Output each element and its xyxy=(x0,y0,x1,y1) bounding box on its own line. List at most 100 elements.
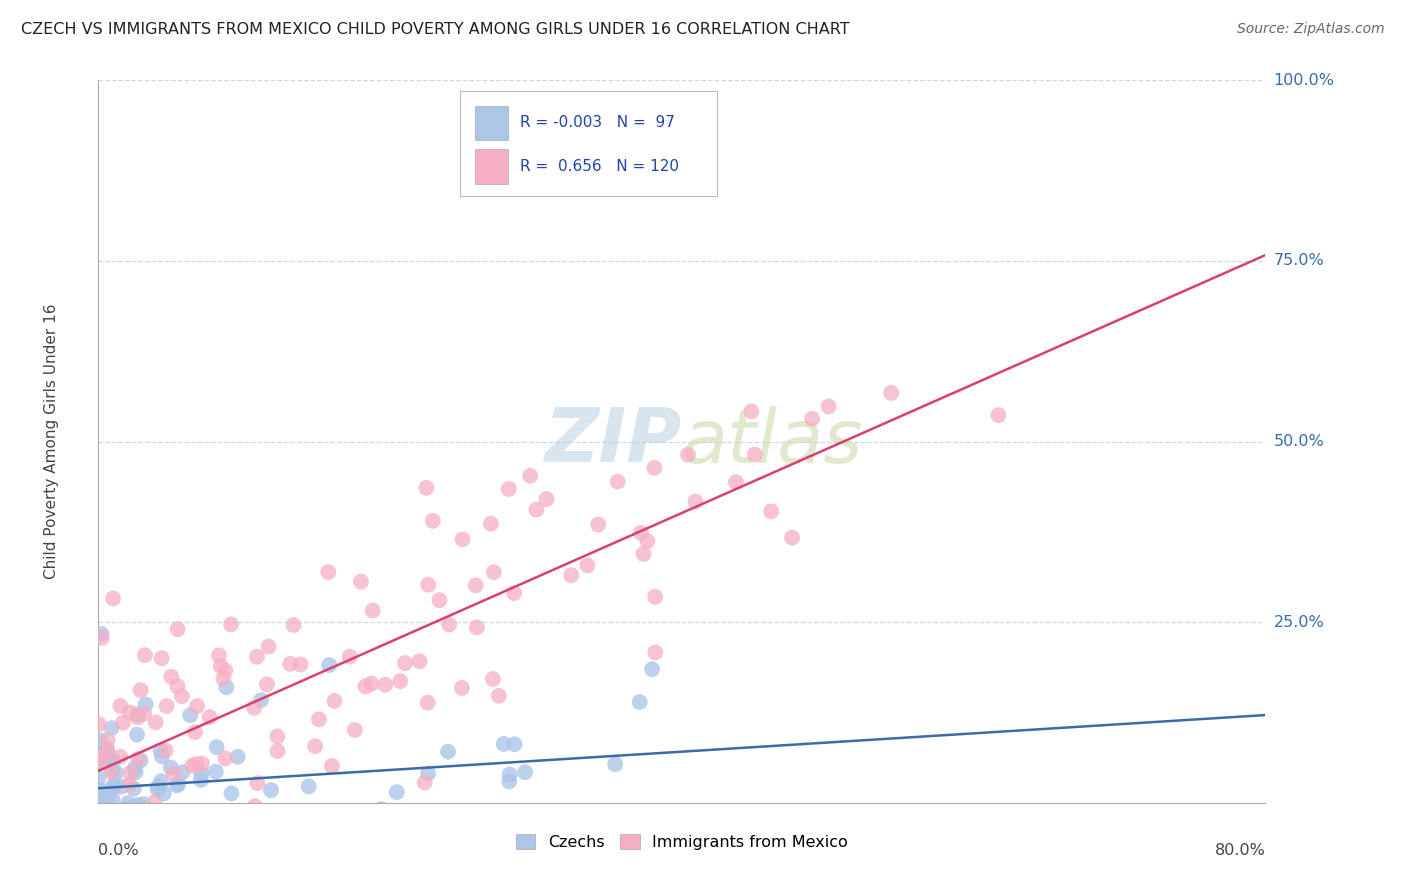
Point xyxy=(576,558,599,573)
Point xyxy=(644,590,666,604)
Point xyxy=(87,831,110,846)
Point xyxy=(389,674,412,689)
Text: 25.0%: 25.0% xyxy=(1274,615,1324,630)
Point xyxy=(101,831,124,846)
Point xyxy=(100,784,122,798)
Text: ZIP: ZIP xyxy=(544,405,682,478)
Point xyxy=(127,797,149,812)
Point xyxy=(114,802,136,816)
Point xyxy=(685,494,707,508)
Point xyxy=(761,504,783,518)
Point xyxy=(87,819,110,833)
Point xyxy=(103,831,125,846)
Point xyxy=(231,831,253,846)
Point xyxy=(127,707,149,722)
Point xyxy=(880,385,903,400)
Point xyxy=(110,750,132,764)
Text: 75.0%: 75.0% xyxy=(1274,253,1324,268)
Text: 50.0%: 50.0% xyxy=(1274,434,1324,449)
Point xyxy=(87,771,110,785)
Point xyxy=(121,823,143,838)
Point xyxy=(186,699,208,714)
Point xyxy=(536,492,558,507)
Point xyxy=(148,830,170,844)
Point xyxy=(451,681,474,695)
Point xyxy=(118,814,141,829)
Point xyxy=(121,801,143,815)
Point xyxy=(101,763,124,777)
Point xyxy=(191,756,214,771)
Point xyxy=(127,710,149,724)
Point xyxy=(124,761,146,775)
Text: Child Poverty Among Girls Under 16: Child Poverty Among Girls Under 16 xyxy=(44,304,59,579)
Point xyxy=(987,408,1010,422)
Point xyxy=(636,534,658,549)
Point xyxy=(321,759,343,773)
Point xyxy=(221,786,243,800)
Point xyxy=(498,482,520,496)
Point xyxy=(266,744,288,758)
Text: R = -0.003   N =  97: R = -0.003 N = 97 xyxy=(520,115,675,130)
Point xyxy=(135,698,157,712)
Point xyxy=(416,766,439,780)
Point xyxy=(103,778,125,792)
Point xyxy=(531,812,554,826)
Point xyxy=(167,777,190,791)
Point xyxy=(243,799,266,814)
Point xyxy=(90,824,112,838)
Point xyxy=(181,758,204,772)
Point xyxy=(801,411,824,425)
Point xyxy=(166,778,188,792)
Point xyxy=(304,739,326,753)
Point xyxy=(643,460,665,475)
Point xyxy=(215,680,238,694)
Point xyxy=(127,799,149,814)
Point xyxy=(87,803,110,817)
Point xyxy=(170,690,193,704)
Point xyxy=(204,764,226,779)
Point xyxy=(415,481,437,495)
Point xyxy=(641,662,664,676)
Point xyxy=(110,698,132,713)
Point xyxy=(361,603,384,617)
Point xyxy=(103,780,125,795)
Point xyxy=(519,468,541,483)
Point xyxy=(394,656,416,670)
Point xyxy=(136,806,159,821)
Point xyxy=(166,622,188,636)
Point xyxy=(101,754,124,768)
Point xyxy=(308,712,330,726)
Text: CZECH VS IMMIGRANTS FROM MEXICO CHILD POVERTY AMONG GIRLS UNDER 16 CORRELATION C: CZECH VS IMMIGRANTS FROM MEXICO CHILD PO… xyxy=(21,22,849,37)
Point xyxy=(89,792,111,806)
Point xyxy=(370,802,392,816)
Point xyxy=(125,728,148,742)
Point xyxy=(628,695,651,709)
Point xyxy=(160,830,183,844)
Point xyxy=(198,710,221,724)
Point xyxy=(89,798,111,813)
Point xyxy=(780,531,803,545)
Point xyxy=(89,733,111,747)
Point xyxy=(97,796,120,810)
Point xyxy=(117,796,139,810)
Point xyxy=(744,448,766,462)
Text: R =  0.656   N = 120: R = 0.656 N = 120 xyxy=(520,159,679,174)
Point xyxy=(152,786,174,800)
Point xyxy=(465,620,488,634)
Point xyxy=(96,742,118,756)
Point xyxy=(482,672,505,686)
Point xyxy=(148,780,170,794)
Point xyxy=(224,805,246,819)
Text: 80.0%: 80.0% xyxy=(1215,843,1265,857)
Point xyxy=(111,715,134,730)
Point xyxy=(243,701,266,715)
FancyBboxPatch shape xyxy=(460,91,717,196)
Point xyxy=(120,766,142,780)
Point xyxy=(134,706,156,721)
Point xyxy=(187,805,209,820)
Point xyxy=(212,672,235,686)
Point xyxy=(207,807,229,822)
Point xyxy=(134,648,156,662)
Point xyxy=(226,749,249,764)
Point xyxy=(374,678,396,692)
